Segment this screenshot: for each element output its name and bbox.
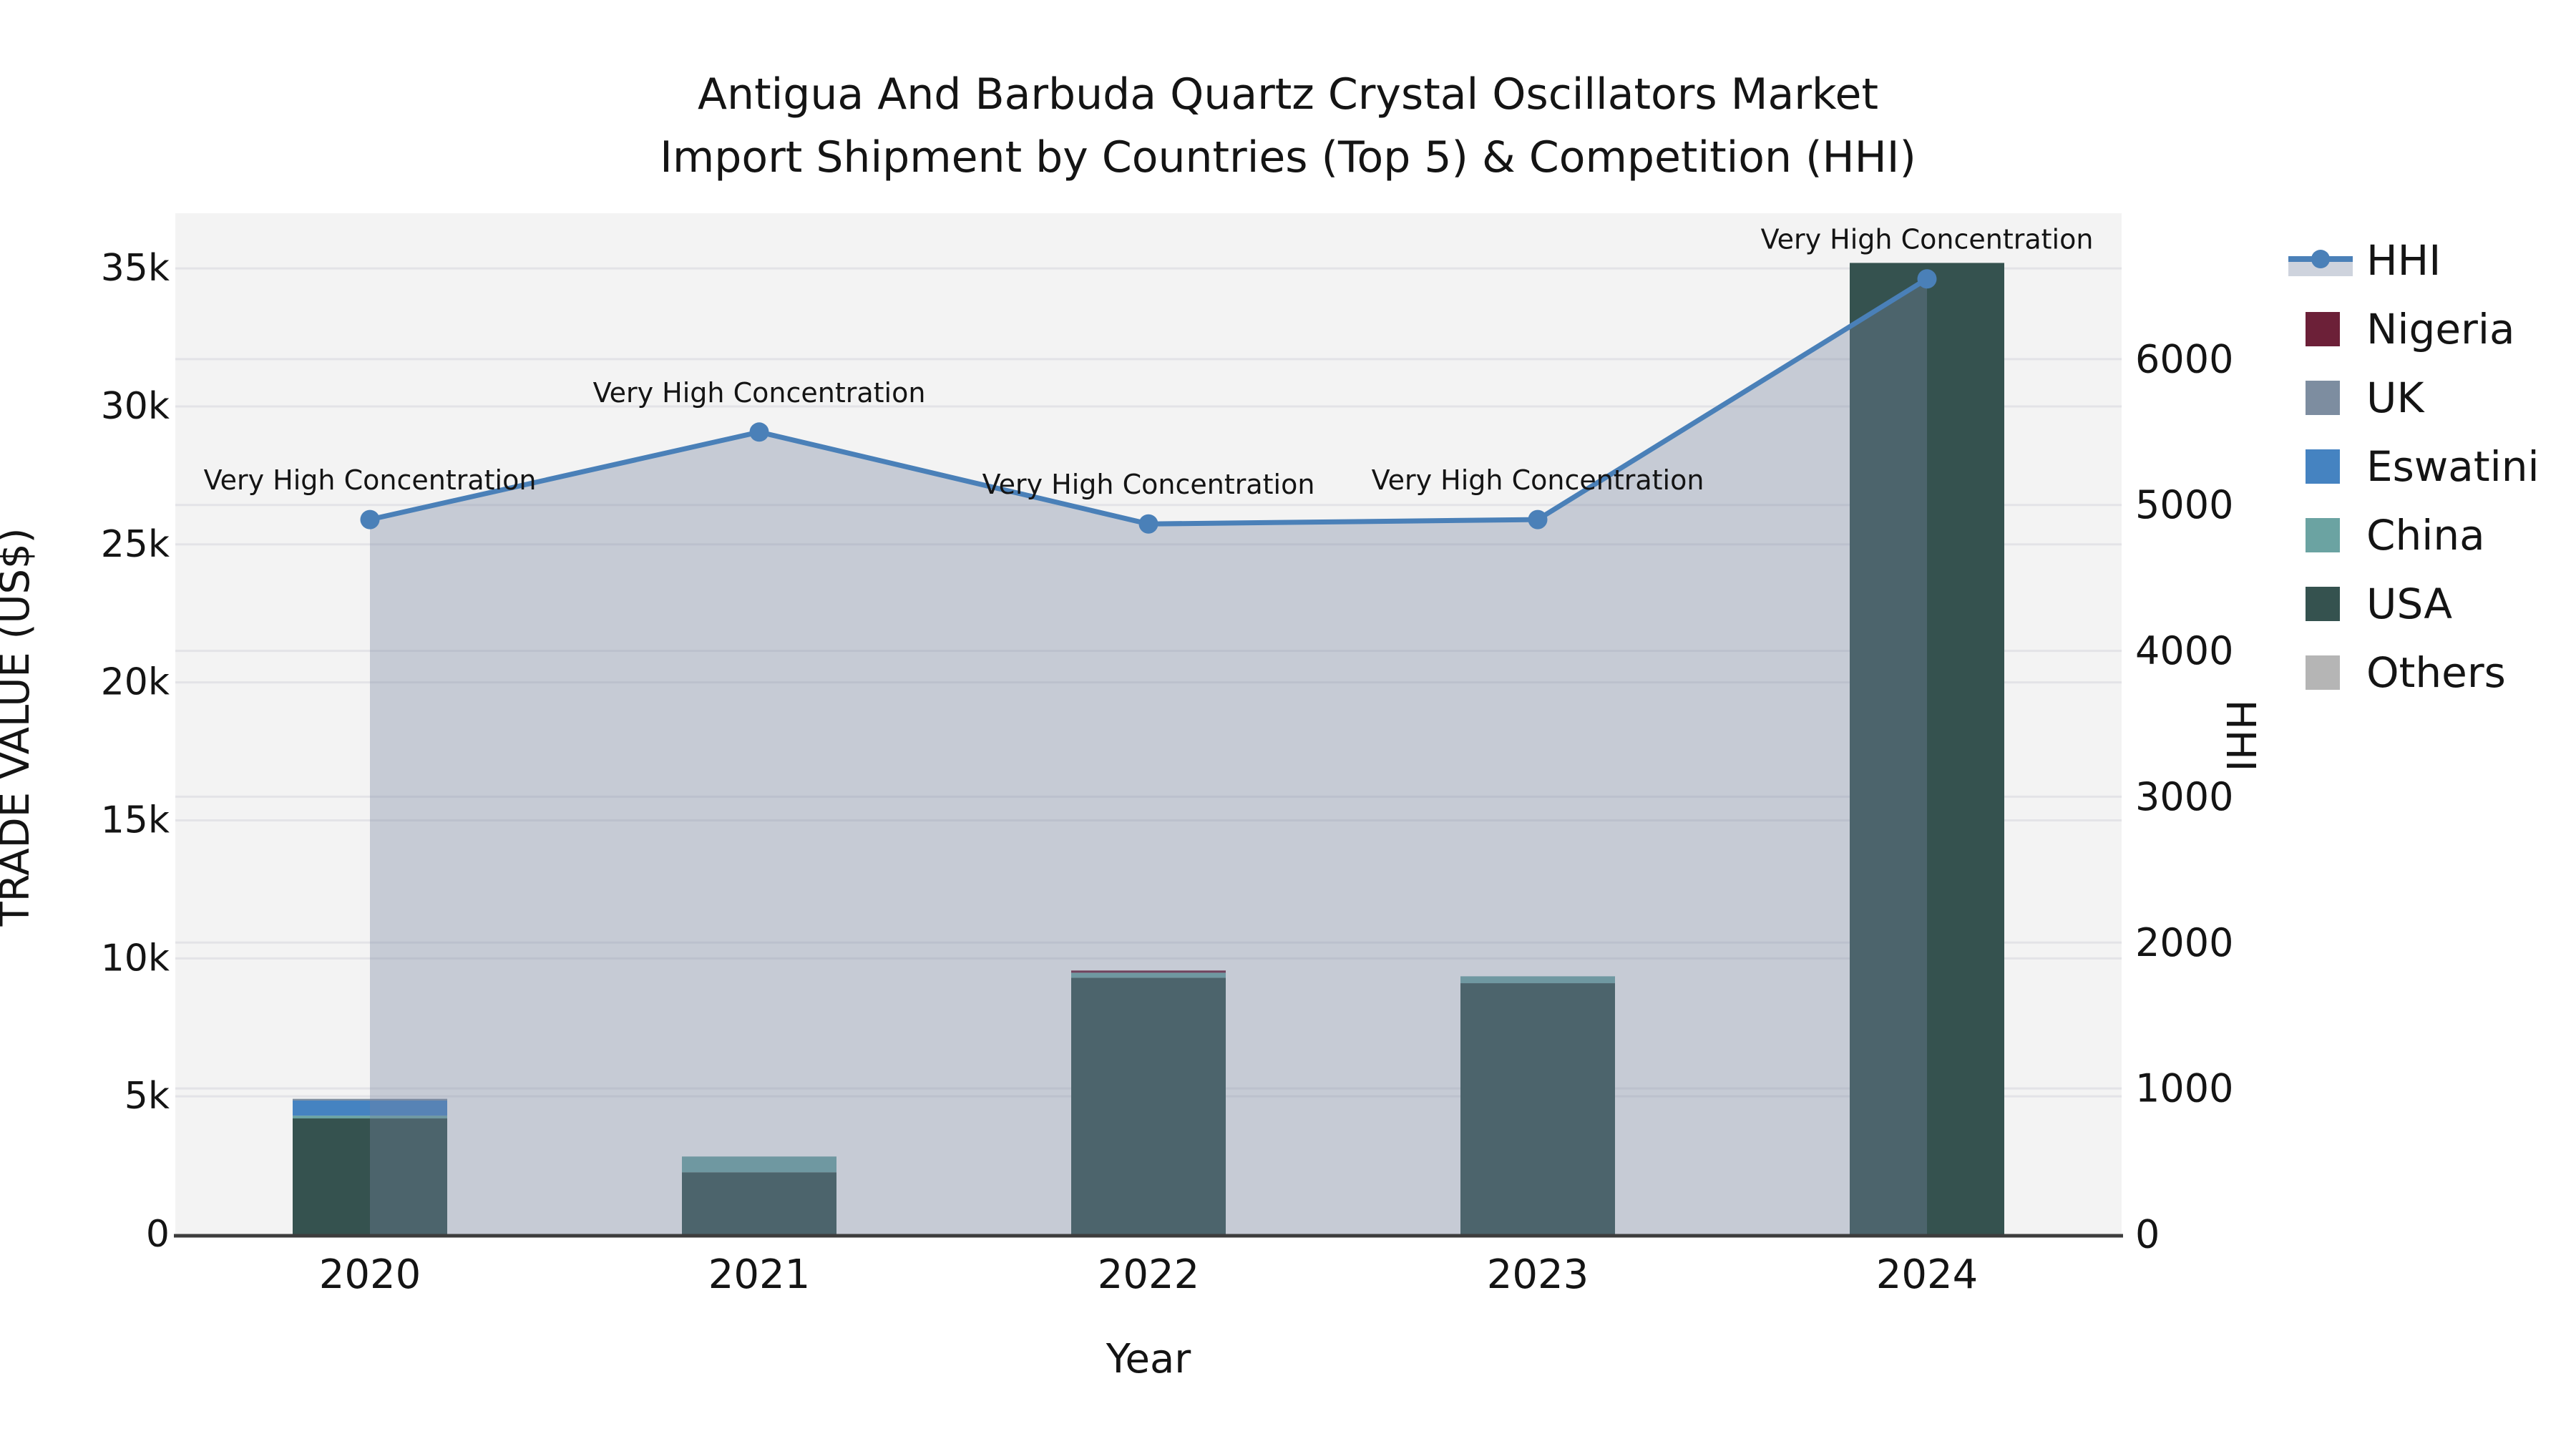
y-right-tick-1000: 1000 <box>2135 1066 2233 1111</box>
bar-segment-2021-china <box>682 1156 836 1173</box>
legend-marker-china <box>2288 501 2366 570</box>
hhi-point-2022 <box>1138 514 1158 534</box>
swatch-icon-eswatini <box>2306 449 2340 484</box>
y-left-tick-10k: 10k <box>101 937 170 980</box>
x-axis-title: Year <box>1106 1336 1192 1382</box>
stacked-bars <box>293 263 2004 1234</box>
y-axis-left-ticks: 0 5k 10k 15k 20k 25k 30k 35k <box>101 247 170 1256</box>
chart-title-line2: Import Shipment by Countries (Top 5) & C… <box>660 132 1916 182</box>
legend-marker-eswatini <box>2288 432 2366 501</box>
y-right-tick-5000: 5000 <box>2135 482 2233 527</box>
legend-item-uk: UK <box>2288 364 2575 432</box>
legend-label-usa: USA <box>2366 580 2453 628</box>
legend-label-eswatini: Eswatini <box>2366 442 2540 491</box>
bar-segment-2022-china <box>1071 972 1226 978</box>
annotation-2023: Very High Concentration <box>1372 464 1704 496</box>
legend-label-nigeria: Nigeria <box>2366 305 2515 353</box>
annotation-2021: Very High Concentration <box>593 377 926 409</box>
y-axis-right-title: HHI <box>2217 700 2263 772</box>
swatch-icon-others <box>2306 655 2340 690</box>
legend-item-nigeria: Nigeria <box>2288 295 2575 364</box>
y-left-tick-5k: 5k <box>125 1075 170 1118</box>
y-left-tick-15k: 15k <box>101 799 170 841</box>
legend-marker-nigeria <box>2288 295 2366 364</box>
x-tick-2022: 2022 <box>1098 1252 1200 1298</box>
bar-segment-2020-uk <box>293 1098 447 1101</box>
bar-2023 <box>1460 976 1615 1234</box>
hhi-point-2020 <box>360 509 380 530</box>
bar-segment-2020-usa <box>293 1118 447 1234</box>
hhi-point-2024 <box>1917 269 1937 289</box>
y-right-tick-2000: 2000 <box>2135 920 2233 965</box>
y-left-tick-35k: 35k <box>101 247 170 290</box>
bar-2020 <box>293 1098 447 1234</box>
y-right-tick-6000: 6000 <box>2135 336 2233 381</box>
x-tick-2024: 2024 <box>1876 1252 1979 1298</box>
legend-item-eswatini: Eswatini <box>2288 432 2575 501</box>
y-left-tick-0: 0 <box>146 1213 170 1256</box>
bar-segment-2024-usa <box>1850 263 2004 1234</box>
bar-2021 <box>682 1156 836 1234</box>
x-tick-2023: 2023 <box>1487 1252 1589 1298</box>
y-axis-right-ticks: 0 1000 2000 3000 4000 5000 6000 <box>2135 336 2233 1257</box>
legend-item-china: China <box>2288 501 2575 570</box>
legend-label-china: China <box>2366 511 2485 560</box>
x-axis-ticks: 2020 2021 2022 2023 2024 <box>319 1252 1979 1298</box>
annotation-2024: Very High Concentration <box>1761 224 2094 255</box>
bar-segment-2020-china <box>293 1116 447 1119</box>
hhi-area-fill <box>370 278 1927 1234</box>
bar-segment-2023-china <box>1460 976 1615 984</box>
bar-segment-2022-usa <box>1071 977 1226 1234</box>
hhi-markers <box>360 269 1937 534</box>
y-left-tick-30k: 30k <box>101 385 170 428</box>
legend-marker-uk <box>2288 364 2366 432</box>
swatch-icon-uk <box>2306 381 2340 415</box>
chart-legend: HHI Nigeria UK Eswatini China USA Others <box>2288 226 2575 707</box>
hhi-legend-dot <box>2311 250 2330 268</box>
x-tick-2021: 2021 <box>708 1252 811 1298</box>
hhi-point-2021 <box>749 422 769 442</box>
legend-marker-hhi <box>2288 226 2366 295</box>
legend-item-hhi: HHI <box>2288 226 2575 295</box>
legend-item-others: Others <box>2288 638 2575 707</box>
legend-marker-usa <box>2288 570 2366 638</box>
y-right-tick-3000: 3000 <box>2135 774 2233 819</box>
swatch-icon-china <box>2306 518 2340 552</box>
bar-2024 <box>1850 263 2004 1234</box>
bar-segment-2023-usa <box>1460 983 1615 1234</box>
legend-marker-others <box>2288 638 2366 707</box>
hhi-point-2023 <box>1528 509 1548 530</box>
legend-item-usa: USA <box>2288 570 2575 638</box>
swatch-icon-usa <box>2306 587 2340 621</box>
bar-segment-2020-eswatini <box>293 1100 447 1116</box>
annotation-2022: Very High Concentration <box>982 469 1315 500</box>
bar-2022 <box>1071 970 1226 1234</box>
annotations: Very High Concentration Very High Concent… <box>204 224 2094 500</box>
y-left-tick-20k: 20k <box>101 661 170 704</box>
y-right-tick-4000: 4000 <box>2135 628 2233 673</box>
y-right-tick-0: 0 <box>2135 1212 2160 1257</box>
legend-label-uk: UK <box>2366 374 2424 422</box>
gridlines <box>175 267 2122 1098</box>
chart-title-line1: Antigua And Barbuda Quartz Crystal Oscil… <box>698 69 1878 119</box>
annotation-2020: Very High Concentration <box>204 464 537 496</box>
bar-segment-2021-usa <box>682 1172 836 1234</box>
swatch-icon-nigeria <box>2306 312 2340 346</box>
y-left-tick-25k: 25k <box>101 523 170 566</box>
y-axis-left-title: TRADE VALUE (US$) <box>0 528 39 927</box>
legend-label-hhi: HHI <box>2366 236 2441 285</box>
hhi-line-icon <box>2288 250 2353 276</box>
legend-label-others: Others <box>2366 648 2506 697</box>
x-tick-2020: 2020 <box>319 1252 421 1298</box>
bar-segment-2022-nigeria <box>1071 970 1226 973</box>
